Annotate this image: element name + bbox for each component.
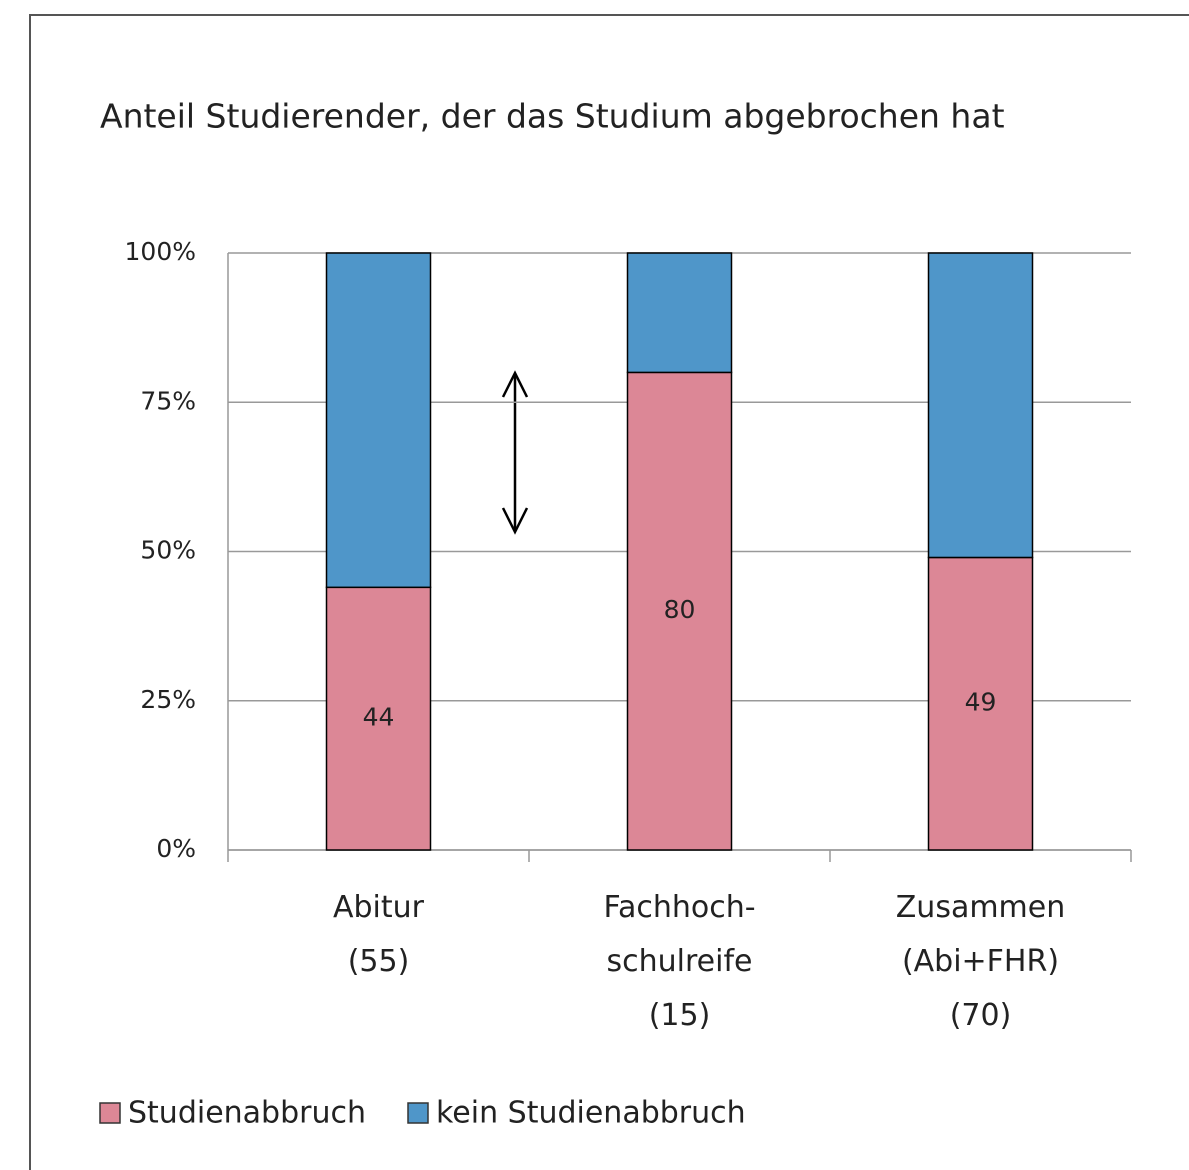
legend-swatch xyxy=(99,1102,121,1124)
y-tick-label: 25% xyxy=(140,685,196,714)
bar-segment xyxy=(927,252,1034,559)
data-label: 49 xyxy=(965,688,997,717)
data-label: 80 xyxy=(664,595,696,624)
bar-segment xyxy=(626,252,733,374)
x-tick-label: Fachhoch-schulreife (15) xyxy=(603,890,755,1033)
y-tick-label: 0% xyxy=(156,834,196,863)
bar-segment xyxy=(325,586,432,851)
x-tick-label: Abitur (55) xyxy=(333,890,425,979)
y-tick-label: 100% xyxy=(125,237,196,266)
bar-segment xyxy=(927,556,1034,851)
bar-segment xyxy=(626,371,733,851)
y-tick-label: 50% xyxy=(140,536,196,565)
arrow-annotation xyxy=(501,370,529,535)
chart-title: Anteil Studierender, der das Studium abg… xyxy=(100,97,1005,136)
legend-swatch xyxy=(407,1102,429,1124)
bar-segment xyxy=(325,252,432,589)
data-label: 44 xyxy=(363,703,395,732)
legend-label: Studienabbruch xyxy=(128,1096,366,1131)
x-tick-label: Zusammen (Abi+FHR) (70) xyxy=(896,890,1066,1033)
legend-label: kein Studienabbruch xyxy=(436,1096,746,1131)
y-tick-label: 75% xyxy=(140,386,196,415)
